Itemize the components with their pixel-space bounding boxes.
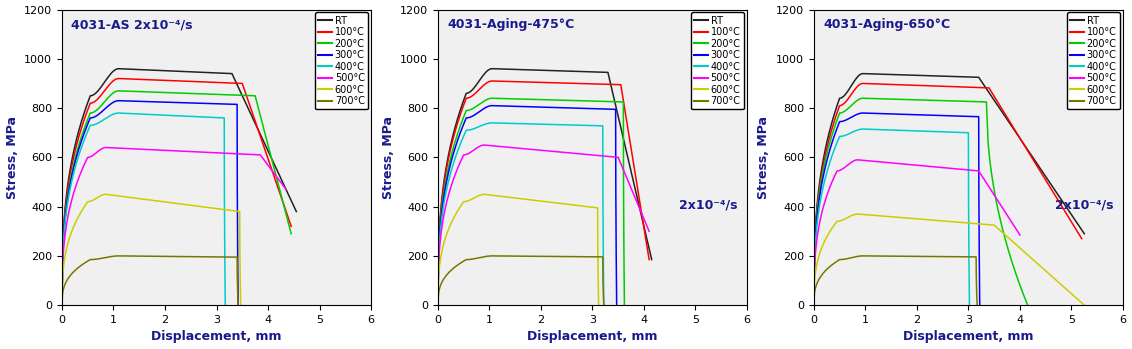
Y-axis label: Stress, MPa: Stress, MPa bbox=[757, 116, 771, 199]
Legend: RT, 100°C, 200°C, 300°C, 400°C, 500°C, 600°C, 700°C: RT, 100°C, 200°C, 300°C, 400°C, 500°C, 6… bbox=[1066, 13, 1120, 110]
X-axis label: Displacement, mm: Displacement, mm bbox=[903, 331, 1034, 343]
Text: 4031-Aging-475°C: 4031-Aging-475°C bbox=[447, 18, 574, 31]
Text: 4031-AS 2x10⁻⁴/s: 4031-AS 2x10⁻⁴/s bbox=[71, 18, 192, 31]
Text: 2x10⁻⁴/s: 2x10⁻⁴/s bbox=[1055, 199, 1114, 212]
Legend: RT, 100°C, 200°C, 300°C, 400°C, 500°C, 600°C, 700°C: RT, 100°C, 200°C, 300°C, 400°C, 500°C, 6… bbox=[315, 13, 368, 110]
X-axis label: Displacement, mm: Displacement, mm bbox=[152, 331, 282, 343]
Legend: RT, 100°C, 200°C, 300°C, 400°C, 500°C, 600°C, 700°C: RT, 100°C, 200°C, 300°C, 400°C, 500°C, 6… bbox=[691, 13, 744, 110]
Y-axis label: Stress, MPa: Stress, MPa bbox=[6, 116, 18, 199]
X-axis label: Displacement, mm: Displacement, mm bbox=[528, 331, 658, 343]
Y-axis label: Stress, MPa: Stress, MPa bbox=[381, 116, 394, 199]
Text: 4031-Aging-650°C: 4031-Aging-650°C bbox=[823, 18, 950, 31]
Text: 2x10⁻⁴/s: 2x10⁻⁴/s bbox=[679, 199, 738, 212]
